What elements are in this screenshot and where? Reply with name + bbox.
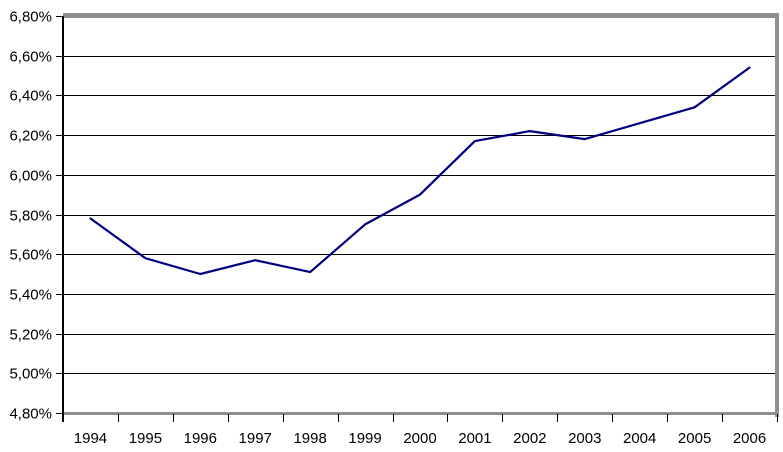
y-tick-label: 5,40% xyxy=(9,287,52,304)
y-tick-label: 5,80% xyxy=(9,208,52,225)
x-tick-label: 1994 xyxy=(74,430,107,447)
x-tick-label: 1996 xyxy=(184,430,217,447)
y-axis-line xyxy=(62,16,64,422)
x-tick-label: 1997 xyxy=(239,430,272,447)
y-tick-label: 5,60% xyxy=(9,247,52,264)
plot-border-right xyxy=(775,13,779,417)
x-tick-label: 1999 xyxy=(348,430,381,447)
x-tick-label: 2006 xyxy=(733,430,766,447)
y-tick-label: 5,00% xyxy=(9,366,52,383)
y-tick-label: 6,40% xyxy=(9,88,52,105)
y-tick-label: 6,00% xyxy=(9,168,52,185)
y-tick-label: 4,80% xyxy=(9,406,52,423)
plot-border-top xyxy=(63,13,779,18)
x-tick-label: 2002 xyxy=(513,430,546,447)
x-tick-label: 2003 xyxy=(568,430,601,447)
x-tick-label: 1995 xyxy=(129,430,162,447)
y-tick-label: 6,80% xyxy=(9,9,52,26)
x-tick-label: 2000 xyxy=(403,430,436,447)
y-tick-label: 6,20% xyxy=(9,128,52,145)
x-tick-label: 1998 xyxy=(293,430,326,447)
data-line xyxy=(89,66,751,276)
x-tick-label: 2005 xyxy=(678,430,711,447)
x-tick-label: 2004 xyxy=(623,430,656,447)
y-tick-label: 5,20% xyxy=(9,327,52,344)
x-axis-line xyxy=(63,412,779,415)
x-tick-label: 2001 xyxy=(458,430,491,447)
y-tick-label: 6,60% xyxy=(9,49,52,66)
